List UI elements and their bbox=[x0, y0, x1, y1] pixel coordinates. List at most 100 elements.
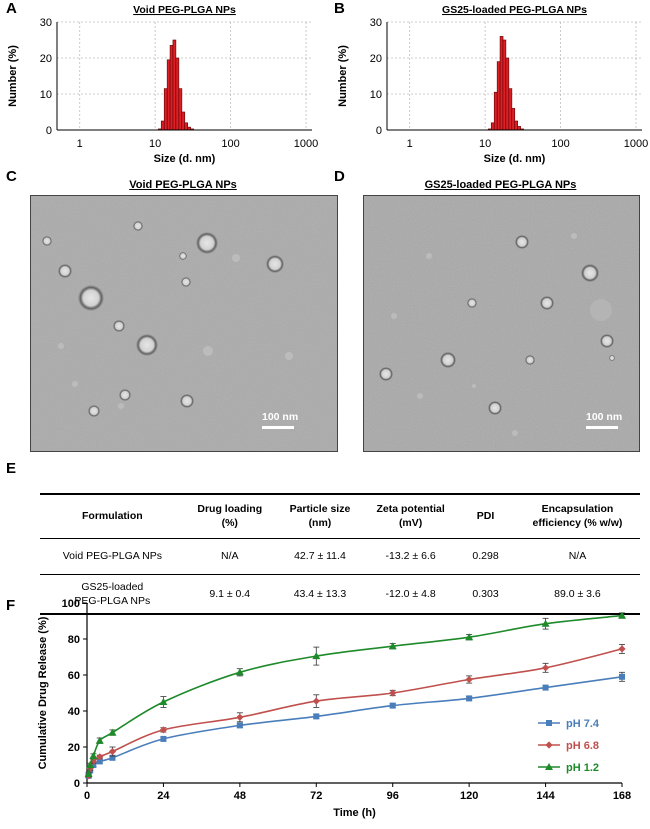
data-point bbox=[86, 761, 95, 768]
series-ph-7-4 bbox=[85, 671, 625, 779]
histogram-bar bbox=[508, 88, 513, 131]
histogram-bar bbox=[517, 126, 521, 131]
data-point bbox=[542, 684, 549, 691]
table-cell: 43.4 ± 13.3 bbox=[293, 587, 347, 600]
histogram-bar bbox=[496, 61, 501, 131]
data-point bbox=[89, 757, 97, 765]
data-point bbox=[236, 713, 244, 721]
y-tick-label: 0 bbox=[74, 778, 80, 790]
table-cell: 42.7 ± 11.4 bbox=[294, 550, 346, 562]
histogram-bar bbox=[499, 36, 504, 131]
data-point bbox=[465, 633, 474, 641]
y-tick-label: 20 bbox=[40, 53, 52, 65]
panel-letter-b: B bbox=[334, 0, 345, 17]
y-tick-label: 30 bbox=[40, 17, 52, 29]
scale-bar-gs25 bbox=[586, 426, 618, 429]
y-tick-label: 0 bbox=[376, 125, 382, 137]
y-tick-label: 20 bbox=[68, 742, 80, 754]
histogram-bar bbox=[172, 39, 177, 131]
y-axis-label: Number (%) bbox=[337, 45, 349, 107]
legend-label: pH 6.8 bbox=[566, 740, 599, 752]
data-point bbox=[541, 664, 550, 672]
x-tick-label: 144 bbox=[536, 790, 555, 802]
data-point bbox=[95, 736, 104, 744]
table-header-particle-size-text: Particle size (nm) bbox=[289, 503, 351, 530]
histogram-bar bbox=[166, 59, 171, 131]
data-point bbox=[89, 752, 98, 759]
x-tick-label: 10 bbox=[479, 138, 491, 150]
series-ph-6-8 bbox=[84, 644, 626, 780]
panel-letter-c: C bbox=[6, 168, 17, 185]
series-line bbox=[87, 614, 623, 775]
data-point bbox=[235, 668, 244, 676]
histogram-bar bbox=[181, 111, 186, 131]
data-point bbox=[159, 698, 168, 705]
x-axis-label: Time (h) bbox=[333, 807, 376, 819]
table-cell: 89.0 ± 3.6 bbox=[554, 587, 601, 600]
y-tick-label: 80 bbox=[68, 634, 80, 646]
table-header-drug-loading-text: Drug loading (%) bbox=[197, 503, 263, 530]
data-point bbox=[108, 728, 117, 736]
data-point bbox=[389, 702, 396, 709]
histogram-bar bbox=[502, 39, 507, 131]
histogram-bar bbox=[169, 45, 174, 131]
table-header-row: Formulation Drug loading (%) Particle si… bbox=[40, 494, 640, 538]
legend-marker bbox=[545, 763, 553, 770]
x-tick-label: 1000 bbox=[624, 138, 648, 150]
data-point bbox=[541, 619, 550, 627]
series-line bbox=[87, 676, 623, 777]
histogram-bar bbox=[493, 91, 498, 131]
table-cell: N/A bbox=[568, 550, 587, 562]
data-point bbox=[389, 689, 397, 697]
y-tick-label: 100 bbox=[62, 598, 80, 610]
data-point bbox=[108, 747, 117, 756]
table-cell: 0.303 bbox=[472, 587, 499, 600]
table-header-zeta-potential: Zeta potential (mV) bbox=[365, 494, 456, 538]
table-header-drug-loading: Drug loading (%) bbox=[185, 494, 275, 538]
table-row: Void PEG-PLGA NPs N/A 42.7 ± 11.4 -13.2 … bbox=[40, 538, 640, 574]
x-tick-label: 120 bbox=[460, 790, 478, 802]
tem-title-void: Void PEG-PLGA NPs bbox=[129, 179, 237, 191]
y-tick-label: 30 bbox=[370, 17, 382, 29]
table-cell: -13.2 ± 6.6 bbox=[385, 550, 436, 562]
y-tick-label: 40 bbox=[68, 706, 80, 718]
legend-label: pH 7.4 bbox=[566, 718, 600, 730]
x-tick-label: 100 bbox=[221, 138, 239, 150]
data-point bbox=[618, 611, 626, 619]
drug-release-chart: 0 20 40 60 80 100 0 24 48 72 96 120 144 168 Time (h) Cu… bbox=[37, 598, 631, 819]
scale-bar-void bbox=[262, 426, 294, 429]
legend-label: pH 1.2 bbox=[566, 762, 599, 774]
x-tick-label: 96 bbox=[387, 790, 399, 802]
x-tick-label: 168 bbox=[613, 790, 631, 802]
histogram-bar bbox=[505, 57, 510, 131]
data-point bbox=[109, 754, 116, 761]
series-line bbox=[87, 648, 623, 776]
x-tick-label: 100 bbox=[551, 138, 569, 150]
histogram-bar bbox=[160, 120, 165, 131]
panel-letter-f: F bbox=[6, 597, 16, 614]
data-point bbox=[619, 673, 625, 680]
x-tick-label: 0 bbox=[84, 790, 90, 802]
table-cell: N/A bbox=[221, 550, 239, 562]
table-header-zeta-potential-text: Zeta potential (mV) bbox=[376, 503, 445, 530]
table-header-encapsulation-efficiency: Encapsulation efficiency (% w/w) bbox=[515, 494, 640, 538]
size-distribution-chart-gs25: GS25-loaded PEG-PLGA NPs 0 10 20 30 1 10 100 100… bbox=[337, 4, 648, 165]
histogram-bar bbox=[175, 57, 180, 131]
histogram-bar bbox=[514, 120, 518, 131]
scale-bar-label-void: 100 nm bbox=[262, 411, 299, 423]
panel-letter-a: A bbox=[6, 0, 17, 17]
tem-image-void bbox=[30, 195, 338, 452]
data-point bbox=[236, 722, 243, 729]
x-tick-label: 48 bbox=[234, 790, 246, 802]
table-cell-text: GS25-loaded PEG-PLGA NPs bbox=[74, 580, 151, 607]
data-point bbox=[388, 642, 397, 650]
table-cell: GS25-loaded PEG-PLGA NPs bbox=[40, 574, 185, 614]
histogram-bar bbox=[163, 88, 168, 131]
table-header-encapsulation-efficiency-text: Encapsulation efficiency (% w/w) bbox=[532, 503, 623, 530]
legend-marker bbox=[545, 741, 553, 749]
x-tick-label: 1000 bbox=[294, 138, 318, 150]
chart-title: Void PEG-PLGA NPs bbox=[133, 4, 236, 16]
data-point bbox=[312, 652, 321, 660]
y-tick-label: 0 bbox=[46, 125, 52, 137]
y-axis-label: Number (%) bbox=[7, 45, 19, 107]
